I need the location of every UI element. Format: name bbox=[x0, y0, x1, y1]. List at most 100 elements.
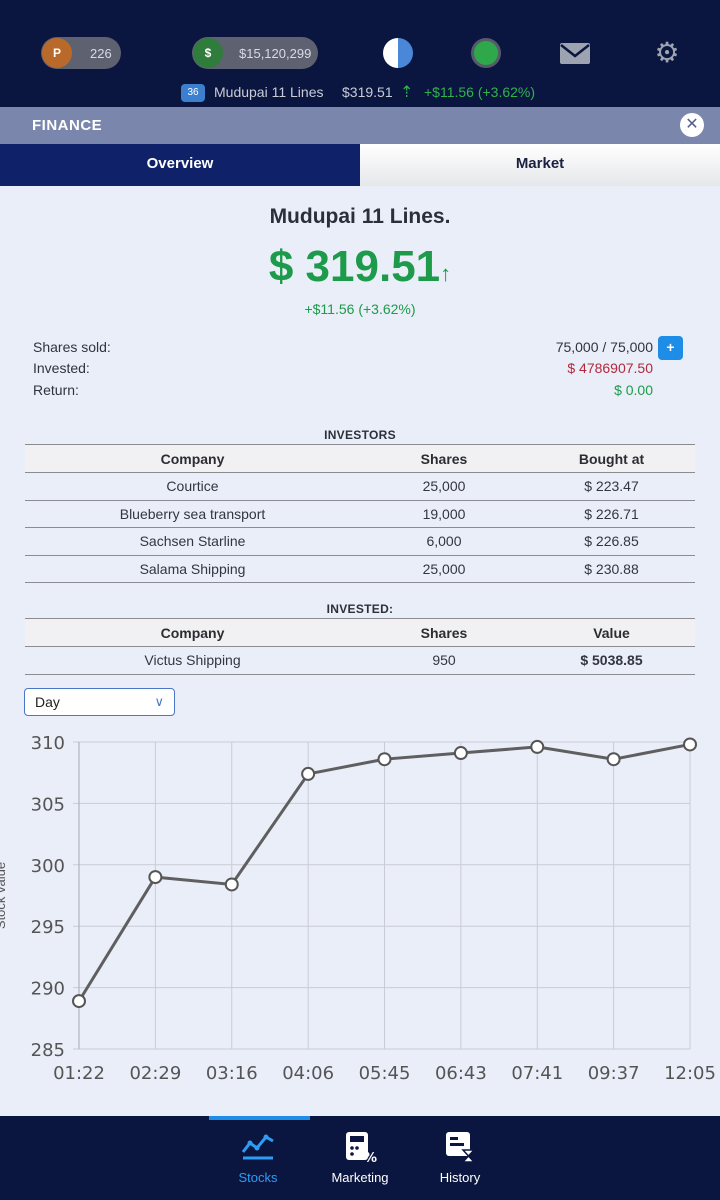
stock-price: $ 319.51 bbox=[268, 242, 441, 291]
nav-label: Marketing bbox=[331, 1170, 389, 1185]
x-tick-label: 03:16 bbox=[206, 1063, 258, 1084]
close-icon: ✕ bbox=[685, 116, 699, 133]
table-header-row: Company Shares Value bbox=[25, 618, 695, 647]
nav-stocks[interactable]: Stocks bbox=[208, 1130, 308, 1185]
column-header: Company bbox=[25, 444, 360, 473]
data-point bbox=[148, 870, 163, 885]
data-point bbox=[453, 746, 468, 761]
shares-sold-value: 75,000 / 75,000 bbox=[555, 339, 653, 355]
data-point bbox=[224, 877, 239, 892]
table-row[interactable]: Blueberry sea transport 19,000 $ 226.71 bbox=[25, 500, 695, 528]
data-point bbox=[72, 994, 86, 1009]
price-up-arrow-icon: ↑ bbox=[440, 261, 452, 286]
stock-name: Mudupai 11 Lines. bbox=[269, 205, 451, 228]
points-coin-icon: P bbox=[42, 38, 72, 68]
data-point bbox=[377, 752, 392, 767]
trend-up-icon: ⇡ bbox=[400, 84, 414, 101]
table-cell: 19,000 bbox=[360, 500, 528, 528]
data-point bbox=[530, 739, 545, 754]
tab-overview[interactable]: Overview bbox=[0, 144, 360, 186]
investors-table: Company Shares Bought at Courtice 25,000… bbox=[25, 444, 695, 583]
column-header: Value bbox=[528, 618, 695, 647]
table-row[interactable]: Salama Shipping 25,000 $ 230.88 bbox=[25, 555, 695, 583]
chevron-down-icon: ∨ bbox=[154, 694, 164, 709]
mail-icon[interactable] bbox=[558, 38, 590, 68]
finance-tabs: Overview Market bbox=[0, 144, 720, 186]
ticker-change: +$11.56 (+3.62%) bbox=[424, 84, 536, 100]
gear-icon[interactable]: ⚙ bbox=[654, 37, 680, 68]
table-header-row: Company Shares Bought at bbox=[25, 444, 695, 473]
invested-table: Company Shares Value Victus Shipping 950… bbox=[25, 618, 695, 675]
table-cell: Blueberry sea transport bbox=[25, 500, 360, 528]
table-cell: Victus Shipping bbox=[25, 646, 360, 675]
close-button[interactable]: ✕ bbox=[680, 113, 704, 137]
money-bag-icon: $ bbox=[193, 38, 223, 68]
bottom-nav: Stocks % Marketing History bbox=[0, 1116, 720, 1200]
history-icon bbox=[446, 1132, 476, 1163]
x-tick-label: 02:29 bbox=[129, 1063, 181, 1084]
table-cell: $ 223.47 bbox=[528, 472, 695, 501]
ticker-name: Mudupai 11 Lines bbox=[214, 84, 324, 100]
x-tick-label: 01:22 bbox=[53, 1063, 105, 1084]
data-point bbox=[606, 752, 621, 767]
x-tick-label: 04:06 bbox=[282, 1063, 334, 1084]
tab-market[interactable]: Market bbox=[360, 144, 720, 186]
y-tick-label: 305 bbox=[31, 794, 65, 815]
ticker-price: $319.51 bbox=[342, 84, 393, 100]
add-shares-button[interactable]: + bbox=[658, 336, 683, 360]
finance-title: FINANCE bbox=[32, 117, 103, 134]
y-tick-label: 290 bbox=[31, 979, 65, 1000]
invested-value: $ 4786907.50 bbox=[567, 360, 653, 376]
nav-label: History bbox=[439, 1170, 481, 1185]
points-value: 226 bbox=[90, 45, 112, 61]
nav-history[interactable]: History bbox=[410, 1130, 510, 1185]
table-row[interactable]: Courtice 25,000 $ 223.47 bbox=[25, 472, 695, 501]
active-tab-indicator bbox=[209, 1116, 310, 1120]
svg-text:%: % bbox=[364, 1151, 377, 1164]
table-cell: 25,000 bbox=[360, 555, 528, 583]
points-counter[interactable]: P 226 bbox=[41, 37, 121, 69]
x-tick-label: 07:41 bbox=[511, 1063, 563, 1084]
x-tick-label: 05:45 bbox=[359, 1063, 411, 1084]
invested-title: INVESTED: bbox=[326, 602, 394, 616]
shares-sold-label: Shares sold: bbox=[33, 339, 111, 355]
chart-y-axis-label: Stock value bbox=[0, 861, 9, 930]
stock-price-display: $ 319.51↑ bbox=[0, 242, 720, 292]
table-cell: Sachsen Starline bbox=[25, 527, 360, 556]
return-label: Return: bbox=[33, 382, 79, 398]
y-tick-label: 300 bbox=[31, 856, 65, 877]
marketing-icon: % bbox=[346, 1132, 377, 1164]
finance-header: FINANCE ✕ bbox=[0, 107, 720, 144]
table-cell: $ 226.71 bbox=[528, 500, 695, 528]
column-header: Shares bbox=[360, 444, 528, 473]
money-counter[interactable]: $ $15,120,299 bbox=[192, 37, 318, 69]
y-tick-label: 285 bbox=[31, 1040, 65, 1061]
data-point bbox=[301, 766, 316, 781]
stock-change: +$11.56 (+3.62%) bbox=[304, 301, 416, 317]
table-cell: $ 5038.85 bbox=[528, 646, 695, 675]
column-header: Bought at bbox=[528, 444, 695, 473]
table-row[interactable]: Victus Shipping 950 $ 5038.85 bbox=[25, 646, 695, 675]
table-cell: Courtice bbox=[25, 472, 360, 501]
table-row[interactable]: Sachsen Starline 6,000 $ 226.85 bbox=[25, 527, 695, 556]
pie-progress-icon[interactable] bbox=[383, 38, 413, 68]
table-cell: 6,000 bbox=[360, 527, 528, 556]
stock-ticker[interactable]: 36 Mudupai 11 Lines $319.51 ⇡ +$11.56 (+… bbox=[0, 82, 720, 104]
table-cell: 950 bbox=[360, 646, 528, 675]
stock-chart-svg: 285 290 295 300 305 310 01:22 02:29 03:16 04:06 05… bbox=[31, 733, 716, 1084]
y-tick-label: 310 bbox=[31, 733, 65, 754]
x-tick-label: 09:37 bbox=[588, 1063, 640, 1084]
ticker-badge: 36 bbox=[181, 84, 205, 102]
column-header: Shares bbox=[360, 618, 528, 647]
period-select[interactable]: Day ∨ bbox=[24, 688, 175, 716]
table-cell: $ 226.85 bbox=[528, 527, 695, 556]
invested-label: Invested: bbox=[33, 360, 90, 376]
status-dot-icon[interactable] bbox=[471, 38, 501, 68]
stock-chart: 285 290 295 300 305 310 01:22 02:29 03:16 04:06 05… bbox=[0, 725, 720, 1115]
nav-marketing[interactable]: % Marketing bbox=[310, 1130, 410, 1185]
top-status-bar: P 226 $ $15,120,299 ⚙ 36 Mudupai 11 Line… bbox=[0, 0, 720, 107]
money-value: $15,120,299 bbox=[239, 45, 312, 61]
data-point bbox=[683, 737, 697, 752]
column-header: Company bbox=[25, 618, 360, 647]
period-select-value: Day bbox=[35, 694, 60, 710]
